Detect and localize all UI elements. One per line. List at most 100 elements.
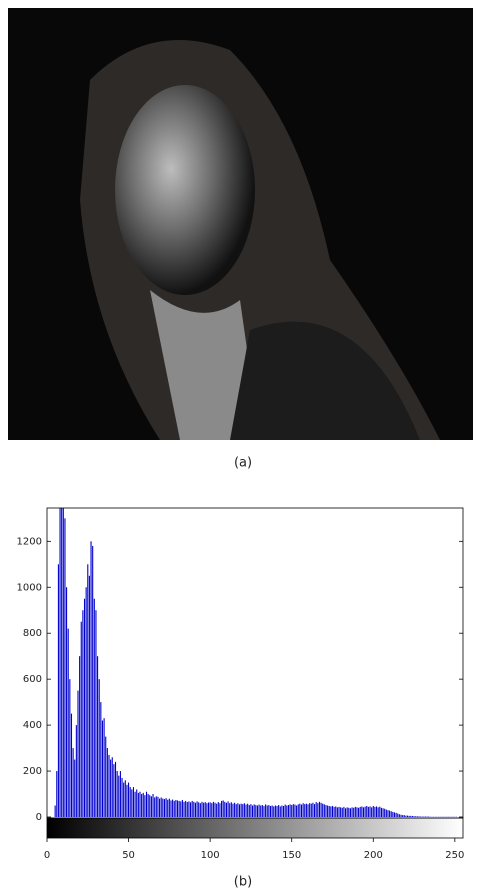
bar xyxy=(73,748,74,817)
bar xyxy=(303,803,304,817)
bar xyxy=(265,804,266,817)
bar xyxy=(360,807,361,817)
bar xyxy=(353,808,354,817)
bar xyxy=(180,801,181,817)
bar xyxy=(157,797,158,817)
bar xyxy=(97,656,98,817)
bar xyxy=(361,806,362,817)
x-tick-label: 200 xyxy=(364,850,383,861)
bar xyxy=(228,801,229,817)
bar xyxy=(58,564,59,817)
bar xyxy=(136,789,137,817)
bar xyxy=(56,771,57,817)
bar xyxy=(272,806,273,817)
bar xyxy=(330,806,331,817)
bar xyxy=(126,785,127,817)
bar xyxy=(143,793,144,817)
bar xyxy=(260,806,261,817)
bar xyxy=(175,800,176,817)
bar xyxy=(306,804,307,817)
bar xyxy=(332,806,333,817)
bar xyxy=(224,802,225,817)
bar xyxy=(55,806,56,817)
bar xyxy=(363,807,364,817)
bar xyxy=(301,805,302,817)
bar xyxy=(405,816,406,817)
bar xyxy=(89,576,90,817)
bar xyxy=(417,816,418,817)
bar xyxy=(263,806,264,817)
bar xyxy=(74,760,75,817)
bar xyxy=(270,806,271,817)
y-tick-label: 1200 xyxy=(17,536,42,547)
bar xyxy=(294,805,295,817)
bar xyxy=(365,807,366,817)
bar xyxy=(391,811,392,817)
bar xyxy=(118,776,119,817)
bar xyxy=(162,799,163,817)
bar xyxy=(236,804,237,817)
bar xyxy=(254,804,255,817)
bar xyxy=(379,807,380,817)
bar xyxy=(267,806,268,817)
bar xyxy=(170,800,171,817)
bar xyxy=(205,802,206,817)
bar xyxy=(213,802,214,817)
bar xyxy=(68,629,69,817)
colorbar xyxy=(47,818,463,838)
bar xyxy=(105,737,106,817)
photo xyxy=(8,8,473,440)
bar xyxy=(123,783,124,817)
bar xyxy=(356,807,357,817)
bar xyxy=(414,816,415,817)
bar xyxy=(345,808,346,817)
bar xyxy=(164,799,165,817)
bar xyxy=(146,792,147,817)
bar xyxy=(231,802,232,817)
bar xyxy=(169,799,170,817)
bar xyxy=(90,541,91,817)
x-tick-label: 250 xyxy=(445,850,464,861)
bar xyxy=(156,796,157,817)
bar xyxy=(327,806,328,817)
bar xyxy=(278,805,279,817)
bar xyxy=(283,806,284,817)
bar xyxy=(128,783,129,817)
bar xyxy=(415,816,416,817)
bar xyxy=(309,803,310,817)
y-tick-label: 800 xyxy=(23,628,42,639)
bar xyxy=(374,807,375,817)
bar xyxy=(195,803,196,817)
bar xyxy=(117,771,118,817)
bar xyxy=(133,787,134,817)
bar xyxy=(293,804,294,817)
bar xyxy=(252,806,253,817)
bar xyxy=(381,808,382,817)
bar xyxy=(288,805,289,817)
bar xyxy=(299,804,300,817)
bar xyxy=(149,795,150,817)
bar xyxy=(141,794,142,817)
bar xyxy=(250,804,251,817)
bars xyxy=(55,426,457,817)
y-tick-label: 1000 xyxy=(17,582,42,593)
bar xyxy=(112,757,113,817)
bar xyxy=(183,802,184,817)
bar xyxy=(316,802,317,817)
caption: (a) xyxy=(234,456,252,471)
bar xyxy=(325,805,326,817)
bar xyxy=(94,599,95,817)
bar xyxy=(286,806,287,817)
bar xyxy=(314,804,315,817)
bar xyxy=(144,795,145,817)
bar xyxy=(206,803,207,817)
bar xyxy=(219,803,220,817)
bar xyxy=(151,796,152,817)
bar xyxy=(201,802,202,817)
bar xyxy=(321,803,322,817)
bar xyxy=(418,816,419,817)
bar xyxy=(185,801,186,817)
bar xyxy=(154,797,155,817)
bar xyxy=(296,806,297,817)
bar xyxy=(257,806,258,817)
